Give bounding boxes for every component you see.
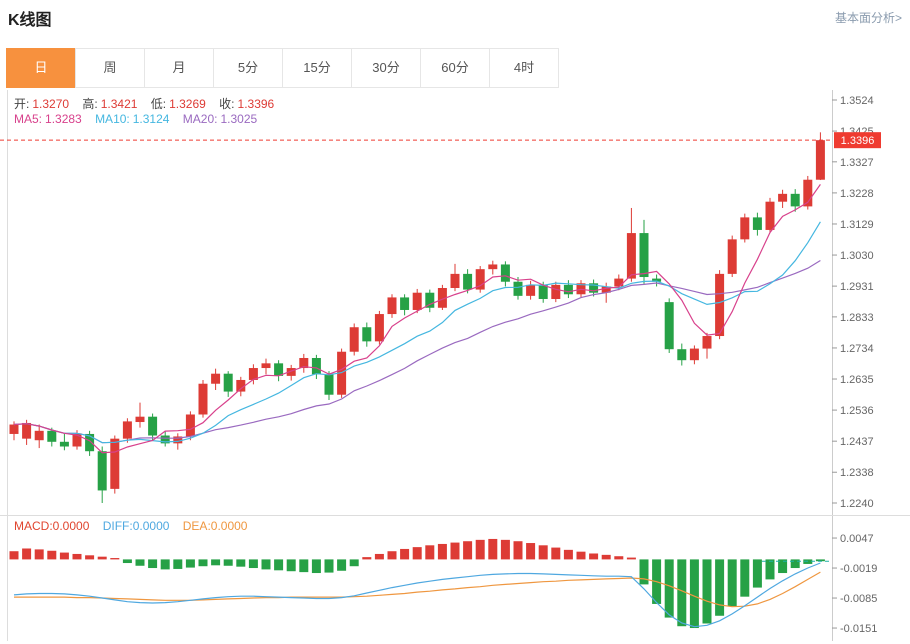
svg-text:1.2338: 1.2338 (840, 467, 874, 479)
diff-readout: DIFF:0.0000 (102, 519, 170, 533)
svg-text:1.3524: 1.3524 (840, 95, 874, 107)
open-readout: 开: 1.3270 (14, 97, 70, 111)
tab-60min[interactable]: 60分 (420, 48, 490, 88)
close-readout: 收: 1.3396 (219, 97, 275, 111)
tab-day[interactable]: 日 (6, 48, 76, 88)
ma20-value: 1.3025 (220, 112, 258, 126)
svg-text:0.0047: 0.0047 (840, 533, 874, 545)
tab-5min[interactable]: 5分 (213, 48, 283, 88)
fundamental-analysis-link[interactable]: 基本面分析> (834, 11, 902, 25)
macd-readout: MACD:0.0000 (14, 519, 90, 533)
tab-week[interactable]: 周 (75, 48, 145, 88)
svg-text:1.2240: 1.2240 (840, 498, 874, 510)
tab-4hour[interactable]: 4时 (489, 48, 559, 88)
tab-30min[interactable]: 30分 (351, 48, 421, 88)
axes (0, 90, 910, 641)
svg-text:1.3030: 1.3030 (840, 250, 874, 262)
dea-readout: DEA:0.0000 (182, 519, 248, 533)
ma5-value: 1.3283 (45, 112, 82, 126)
svg-text:1.2734: 1.2734 (840, 343, 874, 355)
price-axis-labels: 1.35241.34251.33271.32281.31291.30301.29… (832, 95, 874, 510)
svg-text:1.2536: 1.2536 (840, 405, 874, 417)
high-value: 1.3421 (100, 97, 138, 111)
diff-value: 0.0000 (132, 519, 170, 533)
ma5-readout: MA5: 1.3283 (14, 112, 82, 126)
svg-text:-0.0085: -0.0085 (840, 593, 877, 605)
svg-text:1.2833: 1.2833 (840, 312, 874, 324)
price-badge: 1.3396 (834, 132, 881, 149)
tab-15min[interactable]: 15分 (282, 48, 352, 88)
ma-legend: MA5: 1.3283 MA10: 1.3124 MA20: 1.3025 (14, 112, 267, 126)
svg-text:1.2931: 1.2931 (840, 281, 874, 293)
candles (9, 132, 825, 504)
dea-line (14, 571, 821, 608)
svg-text:-0.0151: -0.0151 (840, 623, 877, 635)
svg-text:-0.0019: -0.0019 (840, 563, 877, 575)
svg-text:1.3396: 1.3396 (841, 135, 875, 147)
svg-text:1.3327: 1.3327 (840, 157, 874, 169)
macd-bars (9, 538, 825, 629)
macd-value: 0.0000 (52, 519, 90, 533)
svg-text:1.2437: 1.2437 (840, 436, 874, 448)
period-tabs: 日 周 月 5分 15分 30分 60分 4时 (6, 48, 559, 88)
svg-text:1.3129: 1.3129 (840, 219, 874, 231)
dea-value: 0.0000 (210, 519, 248, 533)
ma20-line (13, 259, 821, 444)
macd-axis-labels: 0.0047 -0.0019 -0.0085 -0.0151 (832, 533, 877, 635)
svg-text:1.3228: 1.3228 (840, 188, 874, 200)
diff-line (13, 562, 821, 628)
header: K线图 基本面分析> (8, 6, 902, 30)
ma10-readout: MA10: 1.3124 (95, 112, 170, 126)
page-title: K线图 (8, 12, 52, 29)
macd-legend: MACD:0.0000 DIFF:0.0000 DEA:0.0000 (14, 519, 257, 533)
high-readout: 高: 1.3421 (82, 97, 138, 111)
low-readout: 低: 1.3269 (150, 97, 206, 111)
low-value: 1.3269 (169, 97, 206, 111)
svg-text:1.2635: 1.2635 (840, 374, 874, 386)
ma5-line (13, 184, 821, 454)
tab-month[interactable]: 月 (144, 48, 214, 88)
close-value: 1.3396 (237, 97, 275, 111)
ma20-readout: MA20: 1.3025 (182, 112, 258, 126)
ohlc-legend: 开: 1.3270 高: 1.3421 低: 1.3269 收: 1.3396 (14, 95, 284, 112)
ma10-value: 1.3124 (132, 112, 170, 126)
ma10-line (13, 221, 821, 444)
open-value: 1.3270 (32, 97, 70, 111)
